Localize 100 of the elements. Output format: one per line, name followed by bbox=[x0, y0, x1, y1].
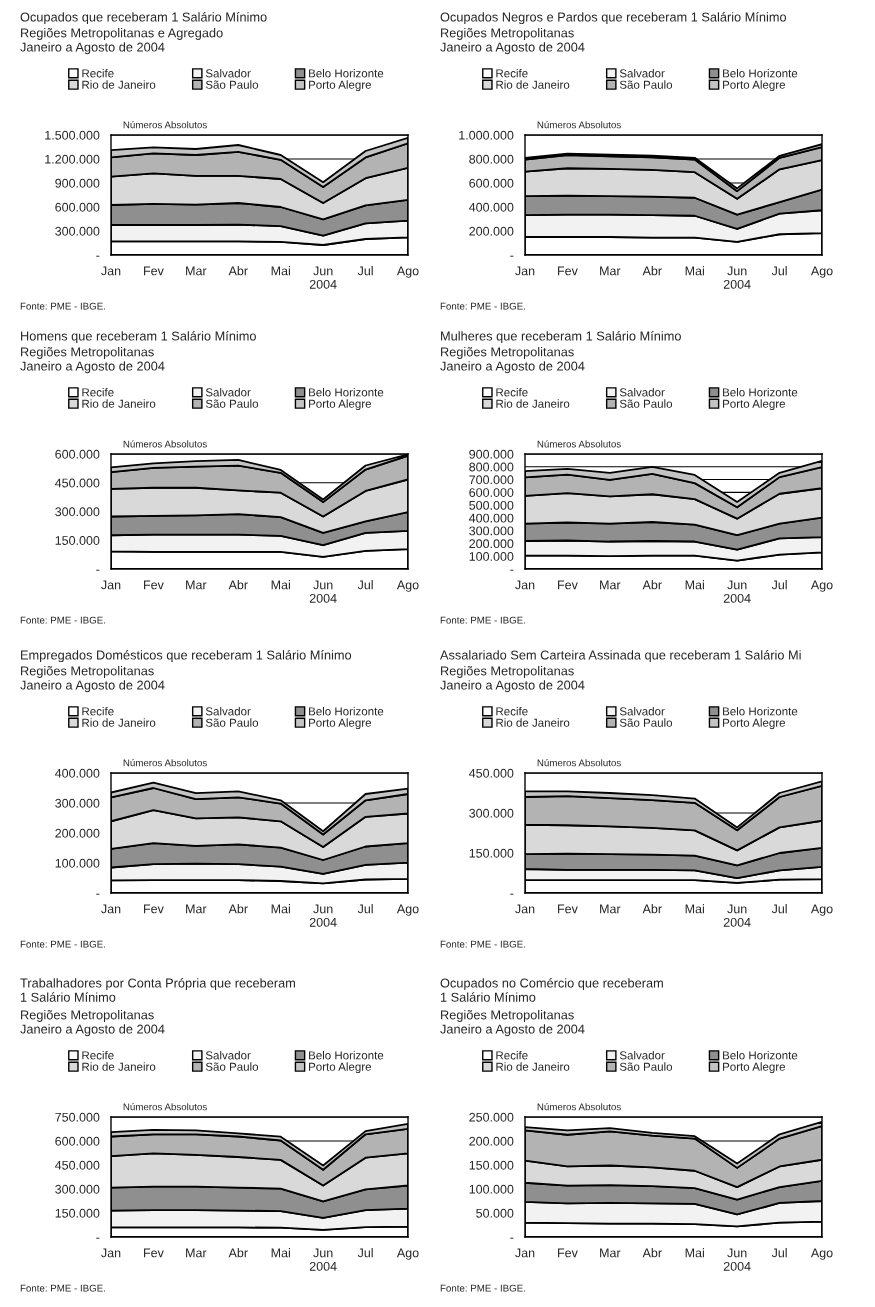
legend-label: Porto Alegre bbox=[309, 80, 372, 92]
chart-title: Ocupados que receberam 1 Salário Mínimo bbox=[20, 12, 267, 25]
legend-label: Belo Horizonte bbox=[723, 706, 798, 716]
x-tick-label: Mar bbox=[600, 266, 621, 276]
x-tick-label: Fev bbox=[558, 1248, 578, 1258]
x-tick-label: Jan bbox=[101, 904, 121, 914]
y-tick-label: 1.500.000 bbox=[45, 130, 100, 140]
x-tick-label: Fev bbox=[558, 580, 578, 590]
x-tick-label: Jan bbox=[101, 1248, 121, 1258]
y-tick-label: 600.000 bbox=[55, 1136, 100, 1146]
y-tick-label: 100.000 bbox=[469, 552, 514, 561]
chart-title: Ocupados Negros e Pardos que receberam 1 Salário Mínimo bbox=[440, 12, 787, 25]
source-note: Fonte: PME - IBGE. bbox=[20, 940, 106, 948]
chart-title: Empregados Domésticos que receberam 1 Salário Mínimo bbox=[21, 650, 352, 663]
chart-title: Homens que receberam 1 Salário Mínimo bbox=[21, 331, 256, 344]
legend-label: Porto Alegre bbox=[723, 399, 786, 411]
y-tick-label: - bbox=[510, 1237, 514, 1239]
x-tick-label: Mai bbox=[685, 266, 704, 276]
y-tick-label: 150.000 bbox=[55, 536, 100, 545]
x-tick-label: Abr bbox=[228, 904, 248, 914]
legend-label: São Paulo bbox=[205, 399, 259, 408]
y-tick-label: 600.000 bbox=[469, 178, 514, 188]
y-axis-title: Números Absolutos bbox=[537, 1103, 621, 1111]
legend-label: Rio de Janeiro bbox=[82, 1062, 156, 1071]
legend-label: Porto Alegre bbox=[309, 718, 372, 730]
x-tick-label: Jul bbox=[771, 580, 787, 590]
x-tick-label: Ago bbox=[810, 904, 833, 916]
legend-label: Rio de Janeiro bbox=[496, 399, 570, 408]
legend-label: Rio de Janeiro bbox=[496, 1062, 570, 1071]
legend-label: Salvador bbox=[619, 1050, 665, 1060]
x-tick-label: Jun 2004 bbox=[309, 904, 337, 927]
source-note: Fonte: PME - IBGE. bbox=[20, 616, 106, 624]
x-tick-label: Mar bbox=[600, 580, 621, 590]
y-tick-label: 800.000 bbox=[469, 462, 514, 472]
legend-label: São Paulo bbox=[619, 399, 673, 408]
x-tick-label: Ago bbox=[810, 580, 833, 592]
legend-label: Belo Horizonte bbox=[309, 387, 384, 397]
x-tick-label: Mai bbox=[685, 904, 704, 914]
legend-label: Salvador bbox=[619, 706, 665, 716]
y-tick-label: 1.000.000 bbox=[459, 130, 514, 140]
y-tick-label: 600.000 bbox=[55, 449, 100, 459]
legend-label: São Paulo bbox=[619, 1062, 673, 1071]
source-note: Fonte: PME - IBGE. bbox=[440, 1284, 526, 1292]
y-tick-label: 150.000 bbox=[469, 848, 514, 858]
x-tick-label: Abr bbox=[228, 1248, 248, 1258]
y-tick-label: 800.000 bbox=[469, 154, 514, 164]
x-tick-label: Jan bbox=[515, 266, 535, 276]
y-tick-label: 450.000 bbox=[55, 1160, 100, 1170]
legend-label: Porto Alegre bbox=[309, 1062, 372, 1074]
y-axis-title: Números Absolutos bbox=[537, 759, 621, 767]
x-tick-label: Fev bbox=[144, 1248, 164, 1258]
y-axis-title: Números Absolutos bbox=[123, 1103, 207, 1111]
y-tick-label: - bbox=[96, 1237, 100, 1239]
x-tick-label: Mar bbox=[186, 1248, 207, 1258]
x-tick-label: Abr bbox=[228, 266, 248, 276]
chart-subtitle: Regiões Metropolitanas Janeiro a Agosto de 2004 bbox=[440, 1010, 585, 1037]
legend-label: Belo Horizonte bbox=[723, 1050, 798, 1060]
y-tick-label: 300.000 bbox=[55, 1184, 100, 1194]
y-tick-label: 1.200.000 bbox=[45, 154, 100, 164]
legend-label: Recife bbox=[496, 1050, 528, 1060]
legend-label: Salvador bbox=[205, 1050, 251, 1060]
y-tick-label: 300.000 bbox=[469, 526, 514, 536]
x-tick-label: Mar bbox=[600, 1248, 621, 1258]
legend-label: Salvador bbox=[205, 387, 251, 397]
legend-label: Recife bbox=[82, 68, 114, 78]
legend-label: Rio de Janeiro bbox=[496, 80, 570, 89]
legend-label: Recife bbox=[82, 1050, 114, 1060]
legend-label: Rio de Janeiro bbox=[82, 399, 156, 408]
x-tick-label: Fev bbox=[144, 266, 164, 276]
y-tick-label: 50.000 bbox=[476, 1208, 514, 1218]
chart-title: Ocupados no Comércio que receberam 1 Salário Mínimo bbox=[440, 978, 663, 1002]
legend-label: Salvador bbox=[619, 68, 665, 78]
y-tick-label: 200.000 bbox=[469, 226, 514, 236]
y-axis-title: Números Absolutos bbox=[123, 759, 207, 767]
x-tick-label: Mar bbox=[186, 904, 207, 914]
x-tick-label: Mar bbox=[600, 904, 621, 914]
y-tick-label: 200.000 bbox=[469, 1136, 514, 1146]
y-tick-label: 400.000 bbox=[469, 513, 514, 523]
legend-label: Belo Horizonte bbox=[723, 387, 798, 397]
legend-label: Rio de Janeiro bbox=[82, 80, 156, 89]
x-tick-label: Mai bbox=[271, 904, 290, 914]
legend-label: Rio de Janeiro bbox=[496, 718, 570, 727]
x-tick-label: Fev bbox=[558, 266, 578, 276]
chart-title: Trabalhadores por Conta Própria que receberam 1 Salário Mínimo bbox=[20, 978, 295, 1002]
y-tick-label: 900.000 bbox=[55, 178, 100, 188]
x-tick-label: Abr bbox=[228, 580, 248, 590]
x-tick-label: Ago bbox=[396, 580, 419, 592]
x-tick-label: Ago bbox=[396, 266, 419, 278]
y-tick-label: 100.000 bbox=[469, 1184, 514, 1194]
y-tick-label: 700.000 bbox=[469, 475, 514, 485]
x-tick-label: Ago bbox=[810, 1248, 833, 1260]
y-tick-label: 750.000 bbox=[55, 1112, 100, 1122]
x-tick-label: Jan bbox=[101, 266, 121, 276]
y-tick-label: - bbox=[510, 569, 514, 571]
chart-subtitle: Regiões Metropolitanas e Agregado Janeiro a Agosto de 2004 bbox=[20, 28, 223, 55]
chart-subtitle: Regiões Metropolitanas Janeiro a Agosto de 2004 bbox=[20, 666, 165, 693]
legend-label: Porto Alegre bbox=[309, 399, 372, 411]
x-tick-label: Mai bbox=[271, 266, 290, 276]
legend-label: São Paulo bbox=[619, 718, 673, 727]
legend-label: Porto Alegre bbox=[723, 80, 786, 92]
